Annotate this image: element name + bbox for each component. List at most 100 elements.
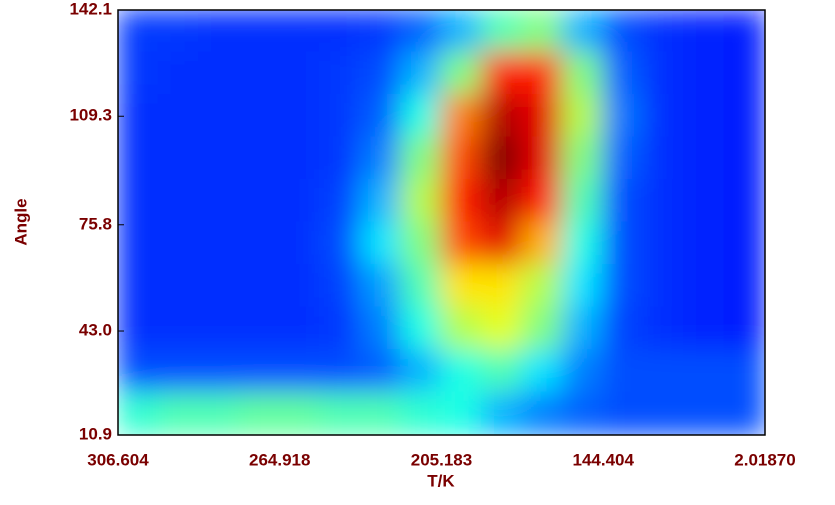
heat-cell <box>441 307 483 352</box>
heat-cell <box>521 349 563 394</box>
heat-cell <box>683 392 725 437</box>
heat-cell <box>319 137 361 182</box>
heat-cell <box>643 307 685 352</box>
heat-cell <box>360 9 402 54</box>
heat-cell <box>117 137 159 182</box>
heat-cell <box>683 222 725 267</box>
heat-cell <box>238 349 280 394</box>
heat-cell <box>643 392 685 437</box>
heat-cell <box>683 349 725 394</box>
heat-cell <box>724 264 766 309</box>
heat-cell <box>683 264 725 309</box>
heat-cell <box>279 307 321 352</box>
heat-cell <box>441 349 483 394</box>
heat-cell <box>643 349 685 394</box>
heat-cell <box>521 9 563 54</box>
heat-cell <box>319 392 361 437</box>
heat-cell <box>562 222 604 267</box>
heat-cell <box>683 137 725 182</box>
heat-cell <box>279 9 321 54</box>
heat-cell <box>724 137 766 182</box>
heat-cell <box>643 9 685 54</box>
heat-cell <box>602 9 644 54</box>
heat-cell <box>360 307 402 352</box>
heat-cell <box>238 392 280 437</box>
heat-cell <box>157 94 199 139</box>
heat-cell <box>400 349 442 394</box>
heat-cell <box>319 222 361 267</box>
heat-cell <box>441 9 483 54</box>
heat-cell <box>602 392 644 437</box>
heat-cell <box>400 264 442 309</box>
heat-cell <box>157 349 199 394</box>
heat-cell <box>117 179 159 224</box>
heat-cell <box>562 52 604 97</box>
heat-cell <box>724 392 766 437</box>
heat-cell <box>602 264 644 309</box>
heat-cell <box>521 137 563 182</box>
heat-cell <box>724 94 766 139</box>
heat-cell <box>562 137 604 182</box>
heat-cell <box>441 52 483 97</box>
heat-cell <box>198 9 240 54</box>
heat-cell <box>198 349 240 394</box>
heat-cell <box>521 307 563 352</box>
heat-cell <box>521 94 563 139</box>
y-tick-label: 43.0 <box>79 321 112 340</box>
x-axis-label: T/K <box>427 471 455 490</box>
heat-cell <box>400 137 442 182</box>
heat-cell <box>360 52 402 97</box>
heat-cell <box>441 179 483 224</box>
heat-cell <box>683 94 725 139</box>
chart: T/K Angle 10.943.075.8109.3142.1306.6042… <box>0 0 835 500</box>
heat-cell <box>602 179 644 224</box>
heat-cell <box>238 9 280 54</box>
heat-cell <box>279 179 321 224</box>
heat-cell <box>602 137 644 182</box>
heat-cell <box>360 349 402 394</box>
heat-cell <box>157 307 199 352</box>
heat-cell <box>238 222 280 267</box>
heat-cell <box>602 94 644 139</box>
heat-cell <box>643 264 685 309</box>
heat-cell <box>279 392 321 437</box>
heat-cell <box>481 9 523 54</box>
heat-cell <box>238 264 280 309</box>
heat-cell <box>643 137 685 182</box>
heat-cell <box>117 222 159 267</box>
heat-cell <box>724 179 766 224</box>
heat-cell <box>562 392 604 437</box>
heat-cell <box>319 9 361 54</box>
heat-cell <box>157 179 199 224</box>
heat-cell <box>683 307 725 352</box>
heat-cell <box>400 392 442 437</box>
heat-cell <box>602 349 644 394</box>
heat-cell <box>279 137 321 182</box>
x-tick-label: 306.604 <box>87 450 149 469</box>
heat-cell <box>198 137 240 182</box>
heat-cell <box>319 307 361 352</box>
heat-cell <box>198 392 240 437</box>
heat-cell <box>724 222 766 267</box>
heat-cell <box>157 52 199 97</box>
heat-cell <box>481 94 523 139</box>
heat-cell <box>198 307 240 352</box>
heat-cell <box>400 179 442 224</box>
heat-cell <box>238 137 280 182</box>
x-tick-label: 144.404 <box>573 450 635 469</box>
heat-cell <box>643 222 685 267</box>
heat-cell <box>481 179 523 224</box>
heat-cell <box>441 222 483 267</box>
heat-cell <box>279 222 321 267</box>
heat-cell <box>198 52 240 97</box>
heat-cell <box>319 94 361 139</box>
heat-cell <box>198 222 240 267</box>
heat-cell <box>198 94 240 139</box>
heat-cell <box>481 137 523 182</box>
heat-cell <box>198 264 240 309</box>
x-tick-label: 205.183 <box>411 450 472 469</box>
heat-cell <box>360 94 402 139</box>
heat-cell <box>562 307 604 352</box>
heat-cell <box>683 52 725 97</box>
heat-cell <box>198 179 240 224</box>
